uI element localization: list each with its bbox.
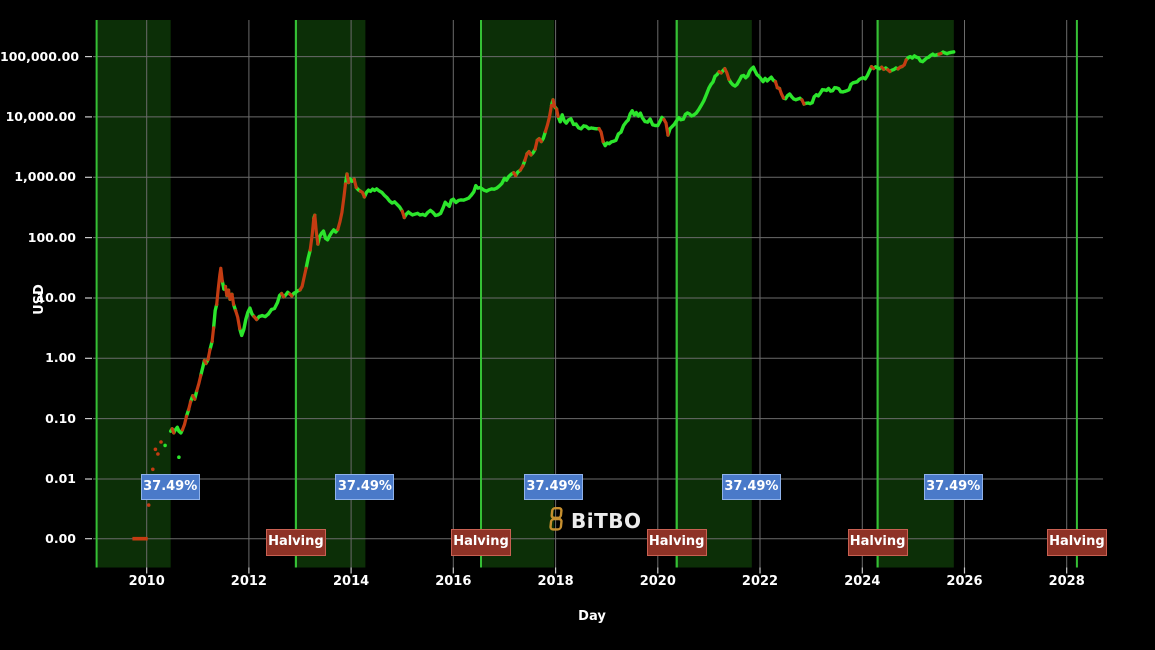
early-price-dot <box>177 455 181 460</box>
x-tick-label: 2028 <box>1048 574 1085 589</box>
halving-badge: Halving <box>1046 529 1107 556</box>
x-tick-label: 2018 <box>537 574 574 589</box>
epoch-progress-badge: 37.49% <box>721 474 781 500</box>
watermark-logo: BiTBO <box>548 506 642 536</box>
y-tick-label: 1.00 <box>45 350 76 366</box>
x-tick-label: 2010 <box>128 574 165 589</box>
y-tick-label: 100,000.00 <box>0 48 80 64</box>
price-series-up <box>169 50 956 435</box>
x-tick-label: 2016 <box>435 574 472 589</box>
halving-badge: Halving <box>847 529 908 556</box>
halving-badge: Halving <box>265 529 326 556</box>
halving-badge: Halving <box>451 529 511 556</box>
y-tick-label: 0.00 <box>45 530 76 546</box>
x-tick-label: 2022 <box>741 574 779 589</box>
early-price-dot <box>159 440 163 444</box>
early-price-dot <box>151 467 155 472</box>
epoch-progress-badge: 37.49% <box>524 474 583 500</box>
y-tick-label: 100.00 <box>27 229 76 245</box>
price-series-down <box>170 51 943 435</box>
y-tick-label: 10.00 <box>36 290 76 305</box>
x-tick-label: 2020 <box>639 574 676 589</box>
y-tick-label: 0.01 <box>45 471 76 486</box>
epoch-progress-badge: 37.49% <box>335 474 395 500</box>
bitbo-logo-text: BiTBO <box>571 509 642 533</box>
early-price-dot <box>153 447 158 452</box>
epoch-progress-badge: 37.49% <box>140 474 200 500</box>
x-axis-title: Day <box>578 609 606 624</box>
y-axis-title: USD <box>31 284 47 315</box>
x-tick-label: 2012 <box>230 574 267 589</box>
early-price-dot <box>146 503 151 507</box>
y-tick-label: 1,000.00 <box>14 169 76 185</box>
y-tick-label: 10,000.00 <box>5 108 76 124</box>
x-tick-label: 2014 <box>333 574 370 589</box>
y-tick-label: 0.10 <box>45 410 76 426</box>
early-price-dot <box>156 452 160 456</box>
halving-badge: Halving <box>646 529 707 556</box>
x-tick-label: 2024 <box>844 574 881 589</box>
x-tick-label: 2026 <box>946 574 983 589</box>
bitbo-logo-icon <box>548 506 564 536</box>
early-price-dot <box>163 443 167 448</box>
epoch-progress-badge: 37.49% <box>923 474 983 500</box>
